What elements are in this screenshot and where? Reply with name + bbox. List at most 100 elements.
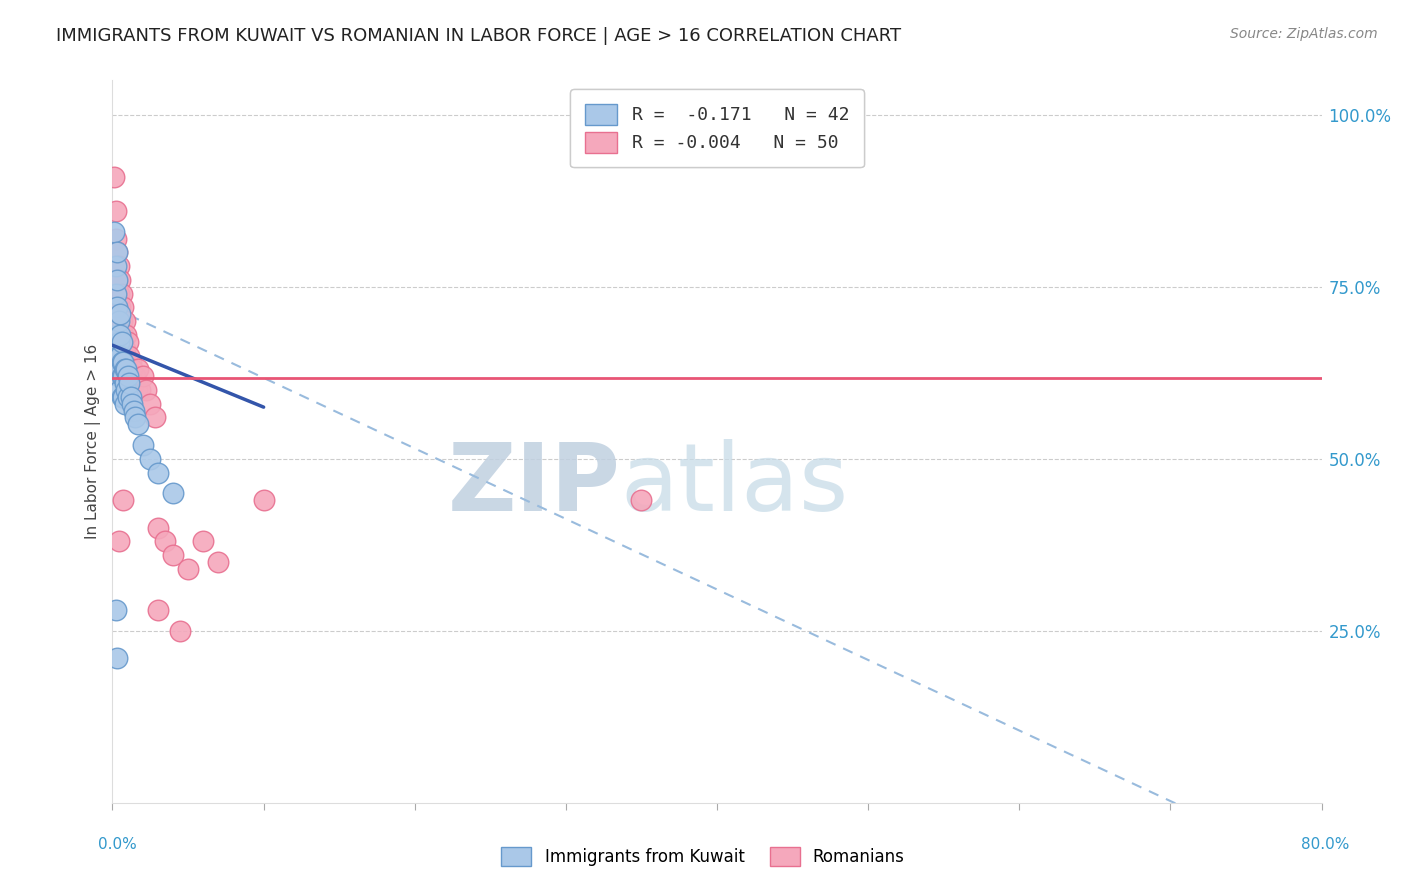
Point [121, 397, 143, 411]
Point [630, 493, 652, 508]
Point [103, 169, 125, 184]
Point [118, 349, 141, 363]
Point [110, 334, 132, 349]
Point [117, 334, 139, 349]
Point [108, 307, 131, 321]
Point [108, 321, 131, 335]
Point [104, 204, 127, 219]
Point [162, 548, 184, 562]
Point [103, 225, 125, 239]
Point [104, 286, 127, 301]
Point [107, 534, 129, 549]
Point [108, 362, 131, 376]
Point [114, 397, 136, 411]
Point [115, 362, 138, 376]
Point [120, 355, 142, 369]
Point [114, 342, 136, 356]
Point [110, 390, 132, 404]
Point [146, 466, 169, 480]
Point [132, 369, 155, 384]
Point [104, 603, 127, 617]
Point [112, 369, 135, 384]
Point [104, 259, 127, 273]
Point [122, 403, 145, 417]
Point [110, 355, 132, 369]
Point [105, 651, 128, 665]
Point [117, 362, 139, 376]
Point [112, 301, 135, 315]
Point [127, 362, 149, 376]
Point [114, 376, 136, 390]
Point [107, 286, 129, 301]
Point [114, 314, 136, 328]
Text: Source: ZipAtlas.com: Source: ZipAtlas.com [1230, 27, 1378, 41]
Point [121, 362, 143, 376]
Point [110, 286, 132, 301]
Point [105, 301, 128, 315]
Point [132, 438, 155, 452]
Point [135, 383, 157, 397]
Point [118, 376, 141, 390]
Point [118, 369, 141, 384]
Point [112, 390, 135, 404]
Point [139, 451, 162, 466]
Point [191, 534, 214, 549]
Point [112, 327, 135, 342]
Point [146, 603, 169, 617]
Point [112, 355, 135, 369]
Point [253, 493, 276, 508]
Text: ZIP: ZIP [447, 439, 620, 531]
Point [127, 417, 149, 432]
Point [110, 369, 132, 384]
Point [115, 355, 138, 369]
Point [122, 376, 145, 390]
Point [105, 245, 128, 260]
Point [105, 273, 128, 287]
Point [107, 349, 129, 363]
Y-axis label: In Labor Force | Age > 16: In Labor Force | Age > 16 [86, 344, 101, 539]
Point [108, 327, 131, 342]
Point [108, 349, 131, 363]
Point [139, 397, 162, 411]
Point [115, 383, 138, 397]
Point [124, 410, 146, 425]
Point [162, 486, 184, 500]
Point [107, 259, 129, 273]
Point [114, 362, 136, 376]
Point [108, 273, 131, 287]
Point [125, 383, 148, 397]
Point [108, 301, 131, 315]
Point [110, 334, 132, 349]
Point [108, 383, 131, 397]
Point [120, 390, 142, 404]
Point [105, 245, 128, 260]
Legend: Immigrants from Kuwait, Romanians: Immigrants from Kuwait, Romanians [494, 838, 912, 875]
Point [155, 534, 177, 549]
Legend: R =  -0.171   N = 42, R = -0.004   N = 50: R = -0.171 N = 42, R = -0.004 N = 50 [571, 89, 863, 167]
Point [117, 390, 139, 404]
Point [143, 410, 166, 425]
Point [177, 562, 200, 576]
Point [107, 314, 129, 328]
Point [120, 383, 142, 397]
Point [115, 327, 138, 342]
Point [105, 327, 128, 342]
Point [112, 349, 135, 363]
Point [128, 383, 150, 397]
Text: atlas: atlas [620, 439, 849, 531]
Text: 80.0%: 80.0% [1302, 837, 1350, 852]
Text: IMMIGRANTS FROM KUWAIT VS ROMANIAN IN LABOR FORCE | AGE > 16 CORRELATION CHART: IMMIGRANTS FROM KUWAIT VS ROMANIAN IN LA… [56, 27, 901, 45]
Point [207, 555, 229, 569]
Point [146, 520, 169, 534]
Point [117, 369, 139, 384]
Point [105, 293, 128, 308]
Point [112, 493, 135, 508]
Point [104, 231, 127, 245]
Point [108, 369, 131, 384]
Point [110, 314, 132, 328]
Point [107, 334, 129, 349]
Point [169, 624, 191, 638]
Text: 0.0%: 0.0% [98, 837, 138, 852]
Point [105, 273, 128, 287]
Point [107, 369, 129, 384]
